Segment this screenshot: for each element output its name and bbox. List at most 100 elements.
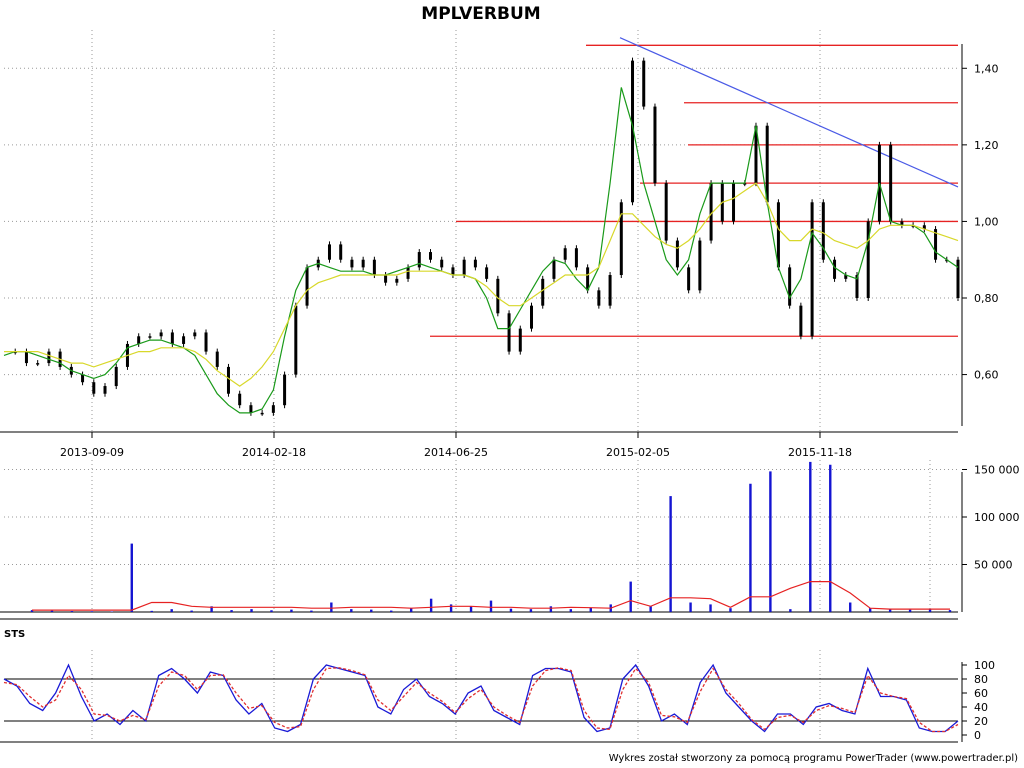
sts-d-line bbox=[3, 667, 959, 733]
price-candle-body bbox=[687, 267, 691, 291]
price-candle-body bbox=[103, 386, 107, 394]
price-candle-body bbox=[900, 221, 904, 226]
price-candle-body bbox=[428, 252, 432, 260]
price-candle-body bbox=[238, 393, 242, 406]
price-candle-body bbox=[372, 259, 376, 276]
price-candle-body bbox=[13, 351, 17, 354]
price-candle-body bbox=[170, 332, 174, 344]
volume-bar bbox=[928, 609, 932, 612]
volume-bar bbox=[529, 609, 533, 612]
y-tick-label: 1,00 bbox=[974, 215, 999, 228]
volume-bar bbox=[250, 609, 253, 612]
price-candle-body bbox=[743, 183, 747, 185]
volume-bar bbox=[290, 609, 293, 612]
price-candle-body bbox=[799, 305, 803, 337]
price-candle-body bbox=[260, 412, 264, 415]
price-candle-body bbox=[563, 248, 567, 260]
volume-bar bbox=[469, 606, 473, 612]
price-candle-body bbox=[384, 275, 388, 283]
volume-tick-label: 150 000 bbox=[974, 464, 1020, 477]
price-candle-body bbox=[608, 275, 612, 306]
price-candle-body bbox=[889, 144, 893, 222]
price-candle-body bbox=[653, 106, 657, 184]
price-candle-body bbox=[193, 332, 197, 337]
volume-bar bbox=[809, 461, 812, 612]
axes: 2013-09-09 2014-02-18 2014-06-25 2015-02-05… bbox=[0, 44, 1020, 743]
price-candle-body bbox=[417, 252, 421, 268]
footer-credit: Wykres został stworzony za pomocą progra… bbox=[609, 753, 1018, 764]
volume-bar bbox=[70, 611, 74, 612]
volume-bar bbox=[769, 471, 772, 612]
volume-bar bbox=[350, 609, 353, 612]
moving-average-long-line bbox=[4, 182, 959, 387]
price-candle-body bbox=[350, 259, 354, 268]
x-tick-label: 2015-02-05 bbox=[606, 446, 670, 459]
price-candle-body bbox=[631, 60, 635, 203]
price-candle-body bbox=[24, 351, 28, 364]
volume-average-line bbox=[32, 581, 950, 611]
price-candle-body bbox=[518, 328, 522, 352]
sts-tick-label: 100 bbox=[974, 659, 995, 672]
sts-tick-label: 40 bbox=[974, 701, 988, 714]
volume-bar bbox=[589, 607, 592, 612]
volume-bar bbox=[30, 610, 34, 612]
price-candle-body bbox=[945, 259, 949, 262]
volume-bar bbox=[689, 602, 692, 612]
x-tick-label: 2014-06-25 bbox=[424, 446, 488, 459]
sts-tick-label: 0 bbox=[974, 729, 981, 742]
price-candle-body bbox=[619, 202, 623, 276]
volume-bar bbox=[310, 610, 313, 612]
volume-bar bbox=[829, 464, 832, 612]
volume-bar bbox=[449, 604, 453, 612]
volume-bar bbox=[330, 602, 333, 612]
y-tick-label: 1,20 bbox=[974, 139, 999, 152]
price-candle-body bbox=[844, 275, 848, 279]
price-candle-body bbox=[440, 259, 444, 268]
volume-bar bbox=[649, 606, 652, 612]
price-candle-body bbox=[451, 267, 455, 276]
y-tick-label: 1,40 bbox=[974, 62, 999, 75]
y-tick-label: 0,80 bbox=[974, 292, 999, 305]
price-candle-body bbox=[36, 363, 40, 365]
volume-bar bbox=[749, 483, 752, 612]
moving-average-short-line bbox=[3, 87, 959, 414]
price-candle-body bbox=[92, 382, 96, 394]
price-candle-body bbox=[821, 202, 825, 260]
sts-tick-label: 20 bbox=[974, 715, 988, 728]
volume-bar bbox=[888, 609, 892, 612]
chart-title: MPLVERBUM bbox=[421, 4, 540, 24]
price-candle-body bbox=[81, 374, 85, 383]
price-candle-body bbox=[586, 267, 590, 291]
volume-bar bbox=[629, 581, 632, 612]
price-candle-body bbox=[294, 305, 298, 375]
price-candle-body bbox=[327, 244, 331, 260]
price-candle-body bbox=[47, 351, 51, 364]
price-candle-body bbox=[182, 336, 186, 344]
price-candle-body bbox=[159, 332, 163, 337]
price-candle-body bbox=[305, 267, 309, 306]
price-candle-body bbox=[541, 278, 545, 306]
price-candle-body bbox=[866, 221, 870, 298]
volume-bar bbox=[789, 609, 792, 612]
price-candle-body bbox=[664, 183, 668, 241]
volume-bar bbox=[90, 611, 94, 612]
price-candle-body bbox=[473, 259, 477, 268]
volume-bar bbox=[210, 606, 213, 612]
price-candle-body bbox=[698, 240, 702, 291]
price-candle-body bbox=[732, 183, 736, 222]
price-candle-body bbox=[226, 366, 230, 394]
stochastic-label: STS bbox=[4, 629, 25, 640]
volume-bar bbox=[849, 602, 852, 612]
price-candle-body bbox=[283, 374, 287, 406]
volume-bar bbox=[489, 600, 493, 612]
volume-bar bbox=[669, 496, 672, 612]
price-candle-body bbox=[934, 229, 938, 260]
volume-bar bbox=[170, 609, 173, 612]
volume-bar bbox=[370, 609, 373, 612]
sts-tick-label: 60 bbox=[974, 687, 988, 700]
volume-bar bbox=[509, 608, 513, 612]
volume-bar bbox=[409, 608, 413, 612]
price-candle-body bbox=[922, 225, 926, 230]
chart-marks bbox=[3, 37, 960, 733]
